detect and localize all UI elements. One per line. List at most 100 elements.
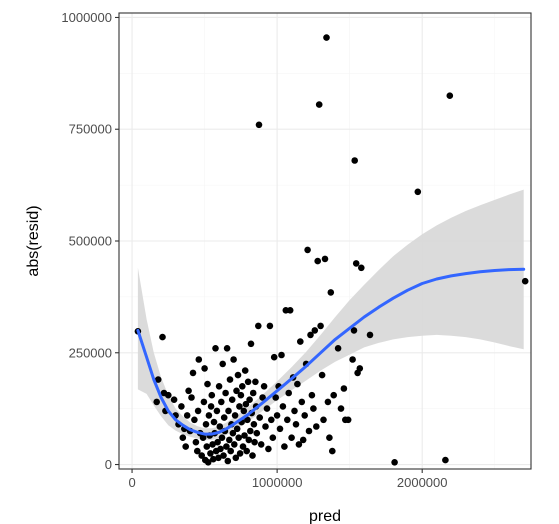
x-tick-label: 0	[128, 475, 135, 490]
data-point	[284, 416, 291, 424]
data-point	[233, 387, 240, 395]
data-point	[349, 356, 356, 363]
data-point	[200, 398, 208, 406]
x-tick-label: 1000000	[252, 475, 303, 490]
data-point	[255, 121, 263, 129]
data-point	[237, 391, 245, 399]
data-point	[311, 327, 319, 334]
data-point	[324, 398, 332, 406]
data-point	[159, 333, 166, 341]
data-point	[297, 338, 304, 345]
data-point	[356, 365, 364, 372]
data-point	[215, 383, 223, 390]
data-point	[270, 353, 278, 361]
data-point	[154, 376, 162, 383]
data-point	[207, 403, 215, 410]
data-point	[185, 387, 192, 395]
smooth-line	[136, 267, 526, 436]
data-point	[298, 398, 306, 406]
data-point	[198, 452, 205, 459]
data-point	[304, 246, 311, 254]
data-point	[188, 394, 195, 401]
data-point	[223, 345, 231, 352]
data-point	[208, 391, 216, 399]
data-point	[189, 369, 197, 377]
data-point	[215, 454, 222, 462]
data-point	[279, 403, 287, 410]
data-point	[218, 434, 226, 442]
data-point	[226, 436, 233, 444]
data-point	[235, 434, 242, 442]
data-point	[334, 345, 342, 352]
data-point	[256, 414, 264, 421]
data-point	[276, 425, 284, 433]
data-point	[231, 441, 238, 448]
data-point	[329, 447, 336, 455]
data-point	[227, 447, 234, 455]
data-point	[213, 407, 221, 415]
data-point	[207, 450, 214, 457]
data-point	[246, 396, 253, 404]
y-tick-label: 0	[105, 457, 112, 472]
data-point	[217, 445, 224, 453]
data-point	[442, 456, 449, 464]
data-point	[257, 441, 265, 448]
data-point	[220, 414, 228, 421]
data-point	[310, 405, 317, 412]
data-point	[178, 403, 185, 410]
data-point	[199, 434, 207, 442]
data-point	[278, 351, 285, 359]
y-tick-label: 750000	[69, 122, 112, 137]
data-point	[344, 416, 352, 424]
data-point	[241, 432, 248, 439]
data-point	[314, 257, 322, 265]
data-point	[241, 367, 249, 374]
data-point	[323, 34, 330, 41]
data-point	[236, 450, 244, 457]
data-point	[263, 405, 271, 412]
data-point	[269, 434, 277, 442]
data-point	[317, 322, 324, 330]
data-point	[231, 412, 239, 419]
data-point	[288, 434, 295, 442]
data-point	[260, 383, 268, 390]
data-point	[203, 443, 211, 450]
data-point	[299, 436, 307, 444]
data-point	[350, 327, 358, 334]
data-point	[249, 452, 256, 459]
data-point	[220, 452, 227, 459]
data-point	[218, 398, 225, 406]
data-point	[243, 447, 250, 455]
data-point	[326, 434, 333, 442]
data-point	[219, 360, 226, 368]
data-point	[204, 459, 212, 466]
data-point	[245, 436, 253, 444]
data-point	[254, 322, 262, 330]
data-point	[252, 378, 259, 386]
data-point	[291, 407, 298, 415]
data-point	[292, 421, 300, 428]
data-point	[249, 389, 257, 397]
data-point	[251, 438, 258, 446]
data-point	[313, 423, 320, 430]
data-point	[233, 425, 241, 433]
data-point	[194, 407, 202, 415]
data-point	[232, 454, 240, 462]
data-point	[202, 421, 210, 428]
y-axis-title: abs(resid)	[25, 205, 42, 276]
data-point	[192, 438, 200, 446]
data-point	[204, 380, 211, 388]
x-tick-label: 2000000	[397, 475, 448, 490]
data-point	[281, 443, 288, 450]
data-point	[153, 398, 160, 406]
data-point	[223, 443, 230, 450]
data-point	[308, 391, 316, 399]
data-point	[182, 443, 189, 450]
data-point	[321, 255, 329, 263]
data-point	[214, 438, 221, 446]
data-point	[253, 429, 261, 437]
confidence-band	[137, 189, 524, 440]
data-point	[226, 376, 234, 383]
data-point	[318, 371, 326, 379]
data-point	[521, 277, 529, 285]
